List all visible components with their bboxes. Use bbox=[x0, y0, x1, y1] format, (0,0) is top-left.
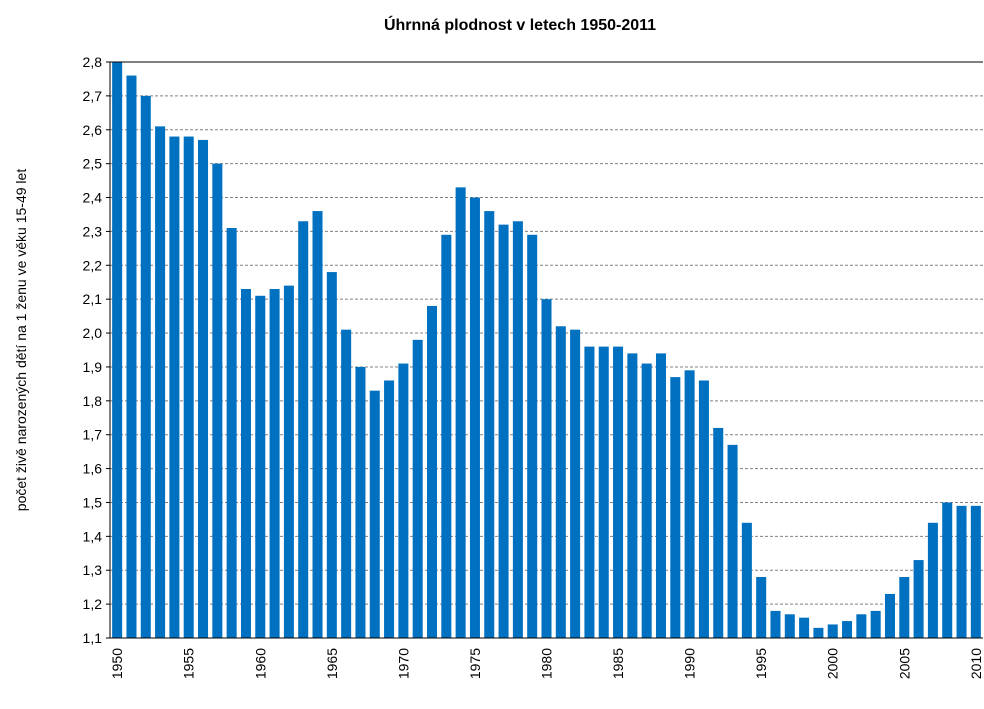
bar bbox=[269, 289, 280, 638]
bar bbox=[512, 221, 523, 638]
bar bbox=[713, 427, 724, 638]
bar bbox=[555, 326, 566, 638]
bar bbox=[384, 380, 395, 638]
x-tick-label: 1955 bbox=[181, 648, 197, 679]
y-tick-label: 1,9 bbox=[83, 359, 103, 375]
bar bbox=[641, 363, 652, 638]
bar bbox=[398, 363, 409, 638]
bar bbox=[198, 139, 209, 638]
y-tick-label: 1,8 bbox=[83, 393, 103, 409]
bar bbox=[541, 299, 552, 638]
bar bbox=[212, 163, 223, 638]
y-tick-label: 2,8 bbox=[83, 54, 103, 70]
bar bbox=[942, 502, 953, 638]
bar bbox=[627, 353, 638, 638]
x-tick-label: 1995 bbox=[753, 648, 769, 679]
bar bbox=[698, 380, 709, 638]
x-tick-label: 1965 bbox=[324, 648, 340, 679]
y-tick-label: 1,7 bbox=[83, 427, 103, 443]
bar bbox=[527, 234, 538, 639]
bar bbox=[655, 353, 667, 638]
bar bbox=[970, 505, 981, 638]
bar bbox=[140, 95, 151, 639]
y-tick-label: 2,1 bbox=[83, 291, 103, 307]
bar bbox=[799, 617, 810, 638]
y-tick-label: 1,6 bbox=[83, 461, 103, 477]
bar bbox=[298, 221, 309, 638]
bar bbox=[913, 560, 924, 638]
y-tick-label: 1,1 bbox=[83, 630, 103, 646]
bar bbox=[856, 614, 867, 638]
bar bbox=[756, 577, 767, 638]
bar bbox=[884, 593, 895, 638]
bar bbox=[469, 197, 480, 638]
bar bbox=[613, 346, 624, 638]
y-axis-label: počet živě narozených dětí na 1 ženu ve … bbox=[13, 169, 29, 512]
bar bbox=[455, 187, 466, 639]
bar bbox=[956, 505, 967, 638]
bar bbox=[899, 577, 910, 638]
y-tick-label: 2,5 bbox=[83, 156, 103, 172]
bar bbox=[255, 295, 266, 638]
x-tick-label: 2000 bbox=[825, 648, 841, 679]
bar bbox=[598, 346, 609, 638]
y-tick-label: 1,5 bbox=[83, 494, 103, 510]
bar bbox=[226, 228, 237, 638]
bar bbox=[183, 136, 194, 638]
x-tick-label: 1950 bbox=[109, 648, 125, 679]
bar bbox=[240, 289, 251, 638]
bar bbox=[155, 126, 166, 639]
bar bbox=[412, 339, 423, 638]
bar bbox=[112, 62, 123, 638]
x-tick-label: 1990 bbox=[682, 648, 698, 679]
bar bbox=[326, 272, 337, 638]
bar bbox=[827, 624, 838, 638]
bar bbox=[169, 136, 180, 638]
bar bbox=[441, 234, 452, 639]
bar bbox=[426, 305, 438, 638]
bar bbox=[484, 211, 495, 639]
y-tick-label: 2,0 bbox=[83, 325, 103, 341]
bar bbox=[126, 75, 137, 639]
bar bbox=[684, 370, 695, 638]
bar bbox=[355, 366, 366, 638]
x-tick-label: 1980 bbox=[539, 648, 555, 679]
bar bbox=[670, 377, 681, 638]
bar bbox=[784, 614, 795, 638]
y-tick-label: 2,4 bbox=[83, 190, 103, 206]
bar bbox=[813, 627, 824, 638]
x-tick-label: 2005 bbox=[896, 648, 912, 679]
bar bbox=[870, 610, 881, 638]
x-tick-label: 1975 bbox=[467, 648, 483, 679]
x-tick-label: 2010 bbox=[968, 648, 984, 679]
bar bbox=[369, 390, 380, 638]
bar bbox=[842, 621, 853, 638]
bar bbox=[741, 522, 752, 638]
x-tick-label: 1985 bbox=[610, 648, 626, 679]
bar bbox=[341, 329, 352, 638]
y-tick-label: 2,7 bbox=[83, 88, 103, 104]
y-tick-label: 1,2 bbox=[83, 596, 103, 612]
y-tick-label: 1,3 bbox=[83, 562, 103, 578]
y-tick-label: 2,2 bbox=[83, 257, 103, 273]
bar bbox=[927, 522, 938, 638]
bar bbox=[584, 346, 595, 638]
bar bbox=[727, 444, 738, 638]
bar bbox=[770, 610, 781, 638]
bar bbox=[283, 285, 294, 638]
x-tick-label: 1960 bbox=[252, 648, 268, 679]
chart-title: Úhrnná plodnost v letech 1950-2011 bbox=[384, 15, 656, 34]
y-tick-label: 2,3 bbox=[83, 223, 103, 239]
bar bbox=[312, 211, 323, 639]
y-tick-label: 2,6 bbox=[83, 122, 103, 138]
bar bbox=[570, 329, 581, 638]
y-tick-label: 1,4 bbox=[83, 528, 103, 544]
bar bbox=[498, 224, 509, 638]
x-tick-label: 1970 bbox=[395, 648, 411, 679]
